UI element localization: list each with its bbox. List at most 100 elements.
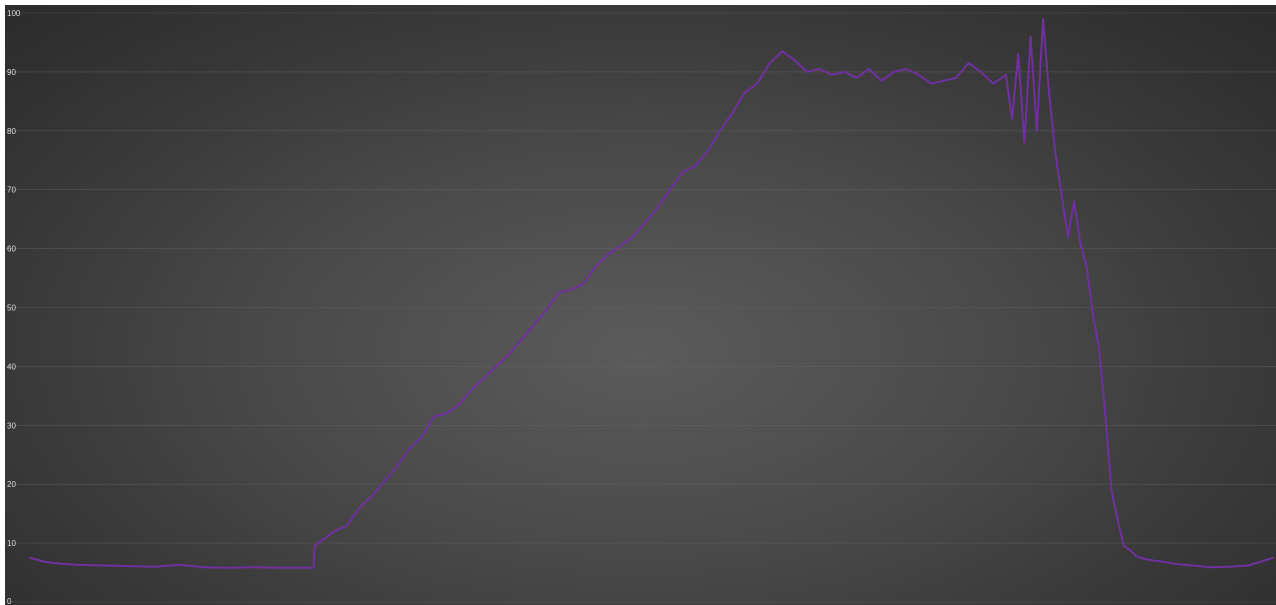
data-point xyxy=(346,524,348,527)
data-point xyxy=(302,566,305,569)
data-point xyxy=(60,562,62,565)
data-point xyxy=(1129,549,1131,552)
data-point xyxy=(44,561,46,563)
data-point xyxy=(313,545,316,547)
data-point xyxy=(855,76,858,79)
data-point xyxy=(731,112,734,114)
data-point xyxy=(457,403,460,406)
data-point xyxy=(370,495,373,497)
data-point xyxy=(1160,560,1162,563)
data-point xyxy=(1011,118,1013,120)
data-point xyxy=(78,564,81,566)
data-point xyxy=(1141,557,1144,560)
data-point xyxy=(1023,141,1026,144)
data-point xyxy=(1042,18,1044,20)
data-point xyxy=(694,165,696,168)
data-point xyxy=(1110,489,1113,491)
data-point xyxy=(619,244,622,247)
data-point xyxy=(445,412,448,415)
data-point xyxy=(128,565,131,567)
data-point xyxy=(830,73,833,76)
series-layer xyxy=(29,17,1274,569)
data-point xyxy=(806,71,808,73)
data-point xyxy=(1079,241,1082,244)
y-tick-label-10: 10 xyxy=(7,539,16,548)
data-point xyxy=(1122,545,1125,547)
data-point xyxy=(582,283,584,285)
y-tick-label-50: 50 xyxy=(7,304,16,313)
data-point xyxy=(992,82,995,85)
data-point xyxy=(669,188,671,191)
data-point xyxy=(793,59,796,61)
data-point xyxy=(1272,556,1274,559)
data-point xyxy=(532,324,535,327)
data-point xyxy=(967,62,970,64)
data-point xyxy=(153,565,156,568)
series-line-0 xyxy=(29,17,1274,569)
data-point xyxy=(252,566,255,569)
data-point xyxy=(1004,73,1007,76)
data-point xyxy=(557,291,560,294)
data-point xyxy=(955,76,957,79)
data-point xyxy=(1048,94,1051,97)
data-point xyxy=(1147,558,1150,561)
data-point xyxy=(843,71,846,73)
data-point xyxy=(1091,312,1094,315)
data-point xyxy=(29,556,31,559)
data-point xyxy=(321,539,323,542)
data-point xyxy=(1067,235,1069,238)
data-point xyxy=(756,82,759,85)
data-point xyxy=(1191,564,1194,567)
y-tick-label-20: 20 xyxy=(7,480,16,489)
y-tick-label-80: 80 xyxy=(7,127,16,136)
data-point xyxy=(781,50,783,53)
data-point xyxy=(203,566,205,569)
data-point xyxy=(495,365,497,368)
data-point xyxy=(1154,559,1156,562)
data-point xyxy=(880,79,883,82)
data-point xyxy=(408,448,410,450)
data-point xyxy=(1228,565,1231,568)
data-point xyxy=(980,71,982,73)
data-point xyxy=(594,265,597,268)
gridlines xyxy=(5,12,1276,603)
data-point xyxy=(1247,564,1249,567)
data-point xyxy=(1029,35,1032,38)
data-point xyxy=(569,288,572,291)
y-axis-tick-labels: 0 10 20 30 40 50 60 70 80 90 100 xyxy=(7,9,21,605)
data-point xyxy=(607,253,609,256)
data-point xyxy=(942,79,945,82)
data-point xyxy=(1209,566,1212,569)
data-point xyxy=(312,566,315,569)
data-point xyxy=(520,339,522,341)
data-point xyxy=(681,171,684,173)
data-point xyxy=(644,221,647,224)
data-point xyxy=(544,309,547,312)
data-point xyxy=(1172,562,1175,565)
data-point xyxy=(768,62,771,64)
data-point xyxy=(818,68,821,70)
data-point xyxy=(383,480,386,483)
data-point xyxy=(178,564,181,566)
data-point xyxy=(395,465,398,468)
y-tick-label-90: 90 xyxy=(7,68,16,77)
y-tick-label-70: 70 xyxy=(7,186,16,195)
data-point xyxy=(470,389,473,391)
y-tick-label-0: 0 xyxy=(7,597,12,605)
data-point xyxy=(1035,129,1038,132)
data-point xyxy=(632,235,634,238)
data-point xyxy=(1054,153,1057,156)
data-point xyxy=(905,68,908,70)
data-point xyxy=(482,377,485,380)
y-tick-label-40: 40 xyxy=(7,362,16,371)
data-point xyxy=(333,530,336,533)
data-point xyxy=(1098,347,1100,350)
data-point xyxy=(1073,200,1075,203)
chart-area: 0 10 20 30 40 50 60 70 80 90 100 xyxy=(5,5,1276,605)
y-tick-label-100: 100 xyxy=(7,9,21,18)
data-point xyxy=(228,566,230,569)
data-point xyxy=(743,91,746,94)
data-point xyxy=(656,206,659,209)
line-chart: 0 10 20 30 40 50 60 70 80 90 100 xyxy=(5,9,1276,605)
data-point xyxy=(507,353,510,356)
